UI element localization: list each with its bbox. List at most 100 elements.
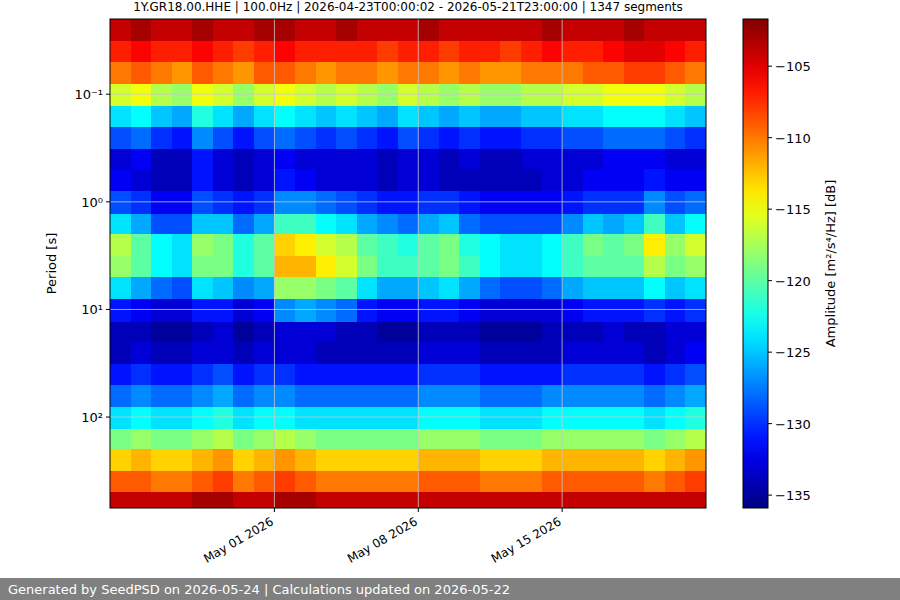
heat-cell <box>665 149 686 170</box>
heat-cell <box>233 106 254 127</box>
heat-cell <box>110 62 131 85</box>
heat-cell <box>110 191 131 214</box>
heat-cell <box>151 234 172 257</box>
heat-cell <box>665 322 686 343</box>
heat-cell <box>665 364 686 385</box>
heat-cell <box>377 106 398 127</box>
heat-cell <box>562 234 583 257</box>
heat-cell <box>254 234 275 257</box>
heat-cell <box>110 407 131 430</box>
heat-cell <box>459 19 480 42</box>
heat-cell <box>562 169 583 192</box>
heat-cell <box>192 19 213 42</box>
heat-cell <box>172 214 193 235</box>
heat-cell <box>603 364 624 385</box>
heat-cell <box>603 407 624 430</box>
heat-cell <box>213 19 234 42</box>
heat-cell <box>151 84 172 107</box>
heat-cell <box>542 149 563 170</box>
heat-cell <box>398 106 419 127</box>
heat-cell <box>521 234 542 257</box>
heat-cell <box>274 169 295 192</box>
heat-cell <box>172 449 193 472</box>
heat-cell <box>418 342 439 365</box>
heat-cell <box>624 256 645 277</box>
heat-cell <box>192 322 213 343</box>
heat-cell <box>624 19 645 42</box>
chart-title: 1Y.GR18.00.HHE | 100.0Hz | 2026-04-23T00… <box>133 0 683 14</box>
heat-cell <box>459 364 480 385</box>
heat-cell <box>583 277 604 300</box>
heat-cell <box>357 492 378 508</box>
heat-cell <box>213 385 234 408</box>
plot-frame <box>110 19 706 508</box>
heat-cell <box>562 299 583 322</box>
heat-cell <box>233 299 254 322</box>
heat-cell <box>500 449 521 472</box>
heat-cell <box>295 84 316 107</box>
heat-cell <box>192 429 213 450</box>
heat-cell <box>398 429 419 450</box>
heat-cell <box>357 277 378 300</box>
heat-cell <box>131 449 152 472</box>
heat-cell <box>583 234 604 257</box>
heat-cell <box>459 277 480 300</box>
heat-cell <box>336 449 357 472</box>
heat-cell <box>521 169 542 192</box>
x-tick <box>418 508 419 512</box>
heat-cell <box>500 407 521 430</box>
heat-cell <box>377 277 398 300</box>
heat-cell <box>439 385 460 408</box>
heat-cell <box>295 429 316 450</box>
colorbar-tick <box>768 209 772 210</box>
heat-cell <box>192 407 213 430</box>
heat-cell <box>295 256 316 277</box>
heat-cell <box>316 84 337 107</box>
heat-cell <box>213 234 234 257</box>
heat-cell <box>213 256 234 277</box>
grid <box>110 19 706 508</box>
heat-cell <box>644 256 665 277</box>
heat-cell <box>131 84 152 107</box>
grid-line <box>110 201 706 202</box>
heat-cell <box>603 62 624 85</box>
heat-cell <box>562 407 583 430</box>
heat-cell <box>500 62 521 85</box>
grid-line <box>110 94 706 95</box>
heat-cell <box>480 471 501 492</box>
heat-cell <box>624 127 645 150</box>
heat-cell <box>172 322 193 343</box>
colorbar-tick-label: −115 <box>775 202 811 217</box>
heat-cell <box>603 429 624 450</box>
heat-cell <box>357 385 378 408</box>
heat-cell <box>685 62 706 85</box>
heat-cell <box>336 62 357 85</box>
heat-cell <box>624 407 645 430</box>
heat-cell <box>583 471 604 492</box>
heat-cell <box>316 19 337 42</box>
heat-cell <box>192 299 213 322</box>
heat-cell <box>110 106 131 127</box>
heat-cell <box>274 471 295 492</box>
heat-cell <box>316 127 337 150</box>
heat-cell <box>624 41 645 62</box>
heat-cell <box>500 106 521 127</box>
heat-cell <box>603 19 624 42</box>
heat-cell <box>418 256 439 277</box>
heat-cell <box>644 342 665 365</box>
heat-cell <box>131 492 152 508</box>
heat-cell <box>583 429 604 450</box>
heat-cell <box>213 342 234 365</box>
heat-cell <box>521 106 542 127</box>
heat-cell <box>316 62 337 85</box>
heat-cell <box>665 234 686 257</box>
heat-cell <box>685 149 706 170</box>
heat-cell <box>274 342 295 365</box>
heat-cell <box>418 471 439 492</box>
heat-cell <box>172 169 193 192</box>
heat-cell <box>316 169 337 192</box>
heat-cell <box>110 322 131 343</box>
heat-cell <box>131 106 152 127</box>
heat-cell <box>295 492 316 508</box>
heat-cell <box>295 234 316 257</box>
